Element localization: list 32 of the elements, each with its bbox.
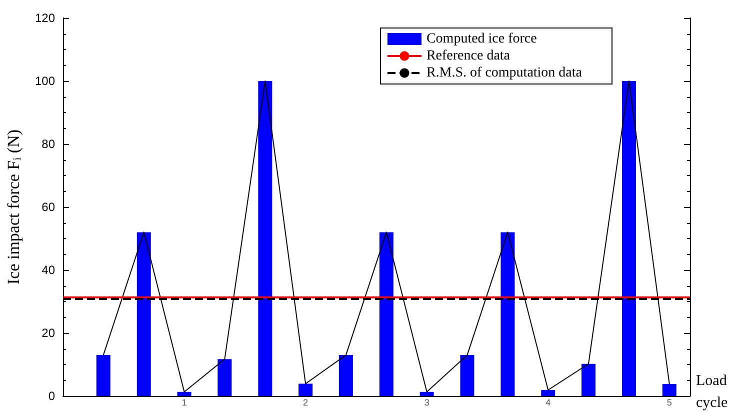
bar — [420, 392, 434, 396]
y-tick-label: 120 — [34, 11, 56, 25]
y-tick-label: 20 — [42, 326, 56, 340]
y-tick-label: 60 — [42, 200, 56, 214]
bar — [541, 390, 556, 396]
x-tick-label: 3 — [424, 398, 430, 408]
x-tick-label: 4 — [546, 398, 551, 408]
x-tick-label: 2 — [303, 398, 308, 408]
y-tick-label: 40 — [42, 263, 56, 277]
bar — [298, 384, 313, 396]
bar — [177, 392, 192, 396]
y-tick-label: 0 — [48, 389, 56, 403]
legend-label: Reference data — [426, 48, 511, 64]
y-tick-label: 80 — [42, 137, 56, 151]
bar — [581, 364, 596, 396]
bar — [460, 355, 474, 396]
x-tick-label: 1 — [182, 398, 187, 408]
bar — [622, 81, 636, 396]
bar — [379, 232, 394, 396]
bar — [662, 384, 676, 396]
legend-label: R.M.S. of computation data — [426, 66, 583, 80]
x-axis-title: Load cycle — [696, 373, 731, 411]
bar — [500, 232, 515, 396]
bar — [136, 232, 151, 396]
bar — [218, 359, 232, 396]
bar — [96, 355, 110, 396]
bar — [338, 355, 353, 396]
bar — [258, 81, 272, 396]
y-axis-title: Ice impact force Fi (N) — [4, 129, 24, 285]
legend-label: Computed ice force — [426, 32, 537, 46]
y-tick-label: 100 — [34, 74, 56, 88]
x-tick-label: 5 — [666, 398, 672, 408]
